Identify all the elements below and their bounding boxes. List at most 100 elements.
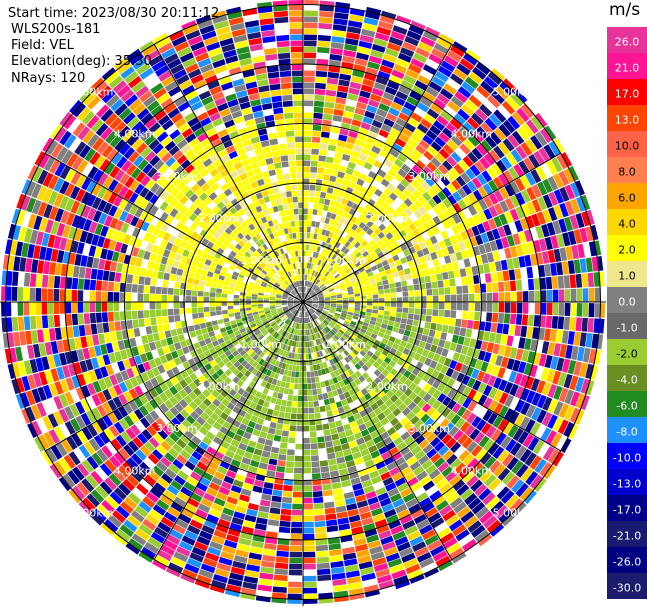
velocity-bin <box>436 37 452 50</box>
velocity-bin <box>265 214 272 222</box>
velocity-bin <box>329 464 338 472</box>
velocity-bin <box>311 215 317 221</box>
velocity-bin <box>126 320 133 330</box>
velocity-bin <box>135 125 148 138</box>
velocity-bin <box>482 220 492 232</box>
velocity-bin <box>543 144 556 159</box>
velocity-bin <box>305 329 309 336</box>
velocity-bin <box>343 391 351 399</box>
velocity-bin <box>553 248 562 262</box>
velocity-bin <box>312 130 321 137</box>
velocity-bin <box>210 335 217 343</box>
velocity-bin <box>228 464 239 473</box>
velocity-bin <box>272 266 278 273</box>
velocity-bin <box>280 356 285 363</box>
velocity-bin <box>113 302 120 312</box>
velocity-bin <box>323 270 328 276</box>
velocity-bin <box>249 497 261 505</box>
velocity-bin <box>208 228 216 236</box>
velocity-bin <box>281 330 286 337</box>
velocity-bin <box>397 482 409 493</box>
velocity-bin <box>402 493 415 503</box>
velocity-bin <box>386 42 401 52</box>
velocity-bin <box>340 285 347 290</box>
velocity-bin <box>122 129 135 142</box>
velocity-bin <box>283 209 290 216</box>
velocity-bin <box>268 240 274 247</box>
velocity-bin <box>281 283 287 289</box>
velocity-bin <box>35 315 43 329</box>
velocity-bin <box>83 219 92 232</box>
velocity-bin <box>276 280 282 286</box>
velocity-bin <box>356 133 367 142</box>
velocity-bin <box>258 254 265 261</box>
velocity-bin <box>265 248 272 255</box>
velocity-bin <box>289 383 295 389</box>
velocity-bin <box>279 64 291 72</box>
velocity-bin <box>300 286 302 293</box>
velocity-bin <box>394 197 404 206</box>
velocity-bin <box>413 199 423 209</box>
velocity-bin <box>18 226 27 242</box>
velocity-bin <box>424 253 432 262</box>
velocity-bin <box>136 108 150 120</box>
velocity-bin <box>101 145 114 158</box>
velocity-bin <box>426 295 433 302</box>
velocity-bin <box>247 31 262 40</box>
velocity-bin <box>433 168 444 179</box>
velocity-bin <box>258 578 273 586</box>
velocity-bin <box>174 342 182 351</box>
velocity-bin <box>241 158 250 167</box>
velocity-bin <box>309 282 313 288</box>
velocity-bin <box>276 334 282 341</box>
velocity-bin <box>210 153 220 163</box>
velocity-bin <box>309 232 314 239</box>
velocity-bin <box>373 455 383 465</box>
velocity-bin <box>489 131 502 145</box>
velocity-bin <box>165 183 176 194</box>
velocity-bin <box>558 170 570 186</box>
velocity-bin <box>263 419 271 427</box>
velocity-bin <box>256 278 262 284</box>
velocity-bin <box>41 302 48 315</box>
velocity-bin <box>231 323 238 329</box>
velocity-bin <box>408 203 418 213</box>
velocity-bin <box>353 183 362 192</box>
velocity-bin <box>408 169 418 179</box>
velocity-bin <box>237 277 244 282</box>
velocity-bin <box>338 523 351 531</box>
velocity-bin <box>262 236 268 244</box>
velocity-bin <box>521 123 534 138</box>
velocity-bin <box>273 483 283 491</box>
velocity-bin <box>295 136 303 143</box>
velocity-bin <box>389 261 396 269</box>
velocity-bin <box>128 388 139 400</box>
velocity-bin <box>69 137 82 152</box>
velocity-bin <box>306 287 309 293</box>
velocity-bin <box>390 163 401 173</box>
velocity-bin <box>174 392 183 402</box>
velocity-bin <box>238 273 245 279</box>
velocity-bin <box>269 303 276 306</box>
velocity-bin <box>299 262 302 269</box>
velocity-bin <box>274 162 282 169</box>
velocity-bin <box>264 340 271 347</box>
velocity-bin <box>118 381 128 393</box>
velocity-bin <box>229 425 238 434</box>
velocity-bin <box>284 382 290 389</box>
velocity-bin <box>467 204 478 216</box>
velocity-bin <box>382 227 390 236</box>
velocity-bin <box>310 328 314 335</box>
velocity-bin <box>17 316 25 331</box>
velocity-bin <box>394 503 408 514</box>
velocity-bin <box>270 397 277 404</box>
velocity-bin <box>184 199 193 209</box>
velocity-bin <box>299 317 302 324</box>
velocity-bin <box>144 380 154 391</box>
velocity-bin <box>459 58 475 71</box>
velocity-bin <box>314 88 326 96</box>
velocity-bin <box>285 311 291 316</box>
velocity-bin <box>288 333 293 340</box>
velocity-bin <box>541 224 550 238</box>
velocity-bin <box>39 246 47 260</box>
